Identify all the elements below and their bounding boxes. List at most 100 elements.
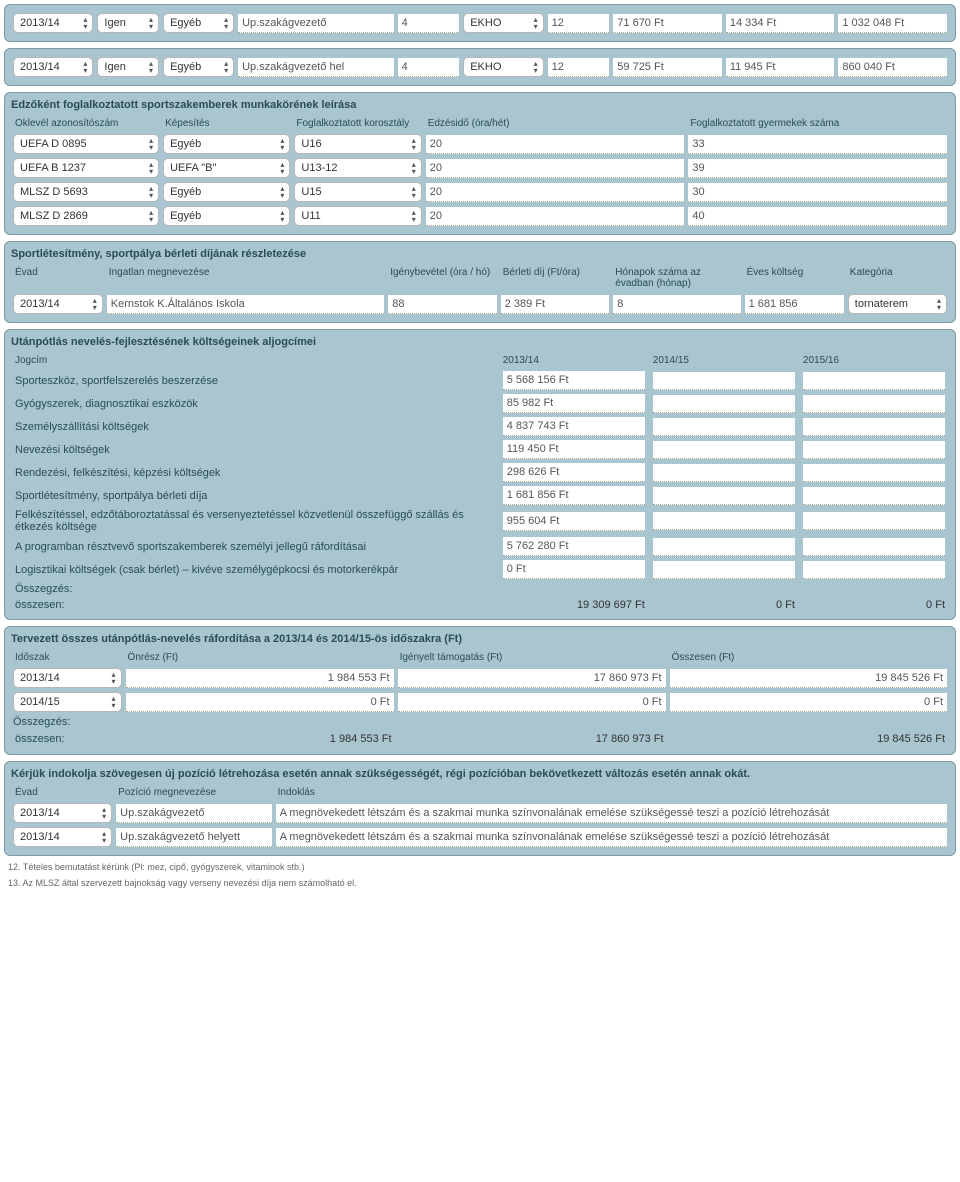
top-tax-0[interactable]: EKHO▴▾	[463, 13, 543, 33]
just-year-0[interactable]: 2013/14▴▾	[13, 803, 112, 823]
cost-v1-0[interactable]: 5 568 156 Ft	[503, 371, 645, 390]
cost-v1-1[interactable]: 85 982 Ft	[503, 394, 645, 413]
top-year-0[interactable]: 2013/14▴▾	[13, 13, 93, 33]
top-num-0[interactable]: 4	[398, 14, 460, 33]
cost-v1-7[interactable]: 5 762 280 Ft	[503, 537, 645, 556]
cost-v2-0[interactable]	[653, 372, 795, 390]
cost-v1-6[interactable]: 955 604 Ft	[503, 512, 645, 531]
cost-v2-8[interactable]	[653, 561, 795, 579]
cost-v2-6[interactable]	[653, 512, 795, 530]
cost-v3-8[interactable]	[803, 561, 945, 579]
cost-v2-3[interactable]	[653, 441, 795, 459]
cost-v3-2[interactable]	[803, 418, 945, 436]
top-opt1-0[interactable]: Igen▴▾	[97, 13, 159, 33]
plan-period-1[interactable]: 2014/15▴▾	[13, 692, 122, 712]
coach-id-2[interactable]: MLSZ D 5693▴▾	[13, 182, 159, 202]
cost-v3-5[interactable]	[803, 487, 945, 505]
cost-v1-8[interactable]: 0 Ft	[503, 560, 645, 579]
top-opt1-1[interactable]: Igen▴▾	[97, 57, 159, 77]
top-c2-1[interactable]: 11 945 Ft	[726, 58, 835, 77]
coach-n-0[interactable]: 33	[688, 135, 947, 154]
rental-mon-0[interactable]: 8	[613, 295, 740, 314]
cost-v2-7[interactable]	[653, 538, 795, 556]
plan-own-1[interactable]: 0 Ft	[126, 693, 394, 712]
coaches-title: Edzőként foglalkoztatott sportszakembere…	[11, 99, 949, 111]
footnote-13: 13. Az MLSZ által szervezett bajnokság v…	[8, 878, 952, 888]
just-pos-1[interactable]: Up.szakágvezető helyett	[116, 828, 271, 847]
just-pos-0[interactable]: Up.szakágvezető	[116, 804, 271, 823]
cost-v2-4[interactable]	[653, 464, 795, 482]
rental-yearly-0[interactable]: 1 681 856	[745, 295, 844, 314]
just-reason-0[interactable]: A megnövekedett létszám és a szakmai mun…	[276, 804, 947, 823]
coach-hours-0[interactable]: 20	[426, 135, 685, 154]
planned-total-label: összesen:	[11, 730, 124, 748]
top-c2-0[interactable]: 14 334 Ft	[726, 14, 835, 33]
rental-name-0[interactable]: Kernstok K.Általános Iskola	[107, 295, 384, 314]
rental-year-0[interactable]: 2013/14▴▾	[13, 294, 103, 314]
coach-q-1[interactable]: UEFA "B"▴▾	[163, 158, 290, 178]
plan-period-0[interactable]: 2013/14▴▾	[13, 668, 122, 688]
top-mon-0[interactable]: 12	[548, 14, 610, 33]
top-num-1[interactable]: 4	[398, 58, 460, 77]
coach-age-1[interactable]: U13-12▴▾	[294, 158, 421, 178]
coach-n-3[interactable]: 40	[688, 207, 947, 226]
top-c3-1[interactable]: 860 040 Ft	[838, 58, 947, 77]
top-c1-1[interactable]: 59 725 Ft	[613, 58, 722, 77]
coach-q-3[interactable]: Egyéb▴▾	[163, 206, 290, 226]
coach-q-2[interactable]: Egyéb▴▾	[163, 182, 290, 202]
cost-label-2: Személyszállítási költségek	[11, 415, 499, 438]
cost-v3-6[interactable]	[803, 512, 945, 530]
cost-v3-1[interactable]	[803, 395, 945, 413]
coach-id-0[interactable]: UEFA D 0895▴▾	[13, 134, 159, 154]
top-opt2-0[interactable]: Egyéb▴▾	[163, 13, 234, 33]
rental-fee-0[interactable]: 2 389 Ft	[501, 295, 610, 314]
top-mon-1[interactable]: 12	[548, 58, 610, 77]
cost-label-4: Rendezési, felkészítési, képzési költség…	[11, 461, 499, 484]
cost-label-1: Gyógyszerek, diagnosztikai eszközök	[11, 392, 499, 415]
top-opt2-1[interactable]: Egyéb▴▾	[163, 57, 234, 77]
top-pos-1[interactable]: Up.szakágvezető hel	[238, 58, 393, 77]
coach-n-1[interactable]: 39	[688, 159, 947, 178]
coach-q-0[interactable]: Egyéb▴▾	[163, 134, 290, 154]
cost-v2-2[interactable]	[653, 418, 795, 436]
plan-req-0[interactable]: 17 860 973 Ft	[398, 669, 666, 688]
cost-v2-1[interactable]	[653, 395, 795, 413]
top-c3-0[interactable]: 1 032 048 Ft	[838, 14, 947, 33]
plan-tot-0[interactable]: 19 845 526 Ft	[670, 669, 947, 688]
plan-tot-1[interactable]: 0 Ft	[670, 693, 947, 712]
costs-total-1: 19 309 697 Ft	[499, 597, 649, 613]
planned-sum-label: Összegzés:	[11, 714, 949, 730]
cost-v1-3[interactable]: 119 450 Ft	[503, 440, 645, 459]
cost-label-0: Sporteszköz, sportfelszerelés beszerzése	[11, 369, 499, 392]
cost-v1-4[interactable]: 298 626 Ft	[503, 463, 645, 482]
plan-req-1[interactable]: 0 Ft	[398, 693, 666, 712]
just-reason-1[interactable]: A megnövekedett létszám és a szakmai mun…	[276, 828, 947, 847]
costs-sum-label: Összegzés:	[11, 581, 949, 597]
rental-cat-0[interactable]: tornaterem▴▾	[848, 294, 947, 314]
cost-v1-5[interactable]: 1 681 856 Ft	[503, 486, 645, 505]
coach-age-2[interactable]: U15▴▾	[294, 182, 421, 202]
top-year-1[interactable]: 2013/14▴▾	[13, 57, 93, 77]
just-year-1[interactable]: 2013/14▴▾	[13, 827, 112, 847]
cost-v1-2[interactable]: 4 837 743 Ft	[503, 417, 645, 436]
coach-id-3[interactable]: MLSZ D 2869▴▾	[13, 206, 159, 226]
plan-own-0[interactable]: 1 984 553 Ft	[126, 669, 394, 688]
rental-use-0[interactable]: 88	[388, 295, 497, 314]
coach-id-1[interactable]: UEFA B 1237▴▾	[13, 158, 159, 178]
cost-v3-7[interactable]	[803, 538, 945, 556]
coach-age-3[interactable]: U11▴▾	[294, 206, 421, 226]
cost-v2-5[interactable]	[653, 487, 795, 505]
cost-label-6: Felkészítéssel, edzőtáboroztatással és v…	[11, 507, 499, 535]
coach-age-0[interactable]: U16▴▾	[294, 134, 421, 154]
top-pos-0[interactable]: Up.szakágvezető	[238, 14, 393, 33]
top-tax-1[interactable]: EKHO▴▾	[463, 57, 543, 77]
coach-hours-1[interactable]: 20	[426, 159, 685, 178]
cost-v3-0[interactable]	[803, 372, 945, 390]
cost-v3-3[interactable]	[803, 441, 945, 459]
coach-n-2[interactable]: 30	[688, 183, 947, 202]
coach-hours-2[interactable]: 20	[426, 183, 685, 202]
planned-title: Tervezett összes utánpótlás-nevelés ráfo…	[11, 633, 949, 645]
coach-hours-3[interactable]: 20	[426, 207, 685, 226]
cost-v3-4[interactable]	[803, 464, 945, 482]
top-c1-0[interactable]: 71 670 Ft	[613, 14, 722, 33]
